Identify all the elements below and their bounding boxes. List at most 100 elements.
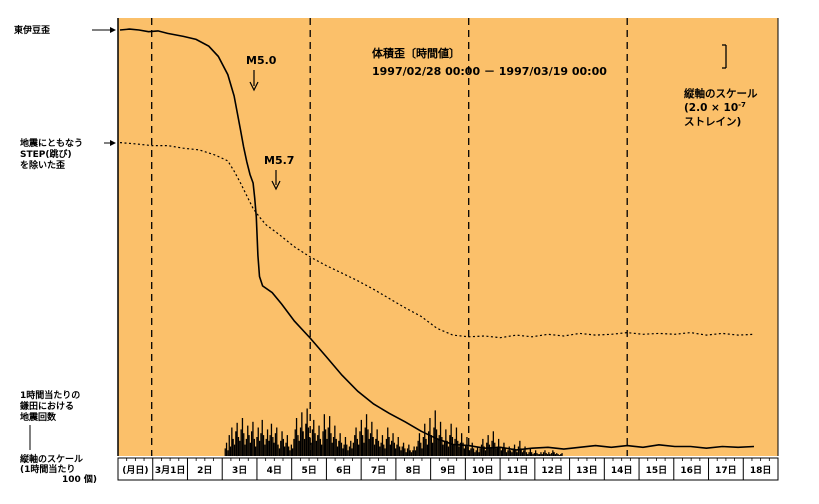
count-bar bbox=[454, 438, 456, 456]
count-bar bbox=[457, 440, 459, 456]
count-bar bbox=[343, 444, 345, 456]
count-bar bbox=[399, 446, 401, 456]
count-bar bbox=[367, 429, 369, 456]
day-label: 3日 bbox=[232, 465, 247, 476]
count-bar bbox=[435, 429, 438, 456]
count-bar bbox=[338, 440, 340, 456]
count-bar bbox=[266, 429, 269, 456]
count-bar bbox=[412, 450, 414, 456]
count-bar bbox=[413, 446, 415, 456]
count-bar bbox=[317, 435, 319, 456]
count-bar bbox=[318, 425, 320, 456]
day-label: 11日 bbox=[507, 465, 529, 476]
count-bar bbox=[471, 442, 473, 456]
count-bar bbox=[494, 442, 496, 456]
day-label: 8日 bbox=[406, 465, 421, 476]
day-label: 16日 bbox=[680, 465, 702, 476]
count-bar bbox=[561, 453, 563, 456]
count-bar bbox=[351, 448, 353, 456]
count-bar bbox=[261, 419, 263, 456]
count-bar bbox=[527, 454, 529, 456]
count-bar bbox=[478, 452, 480, 456]
count-bar bbox=[260, 433, 262, 456]
count-bar bbox=[492, 431, 494, 456]
count-bar bbox=[470, 448, 472, 456]
count-bar bbox=[314, 433, 316, 456]
count-bar bbox=[241, 418, 244, 456]
count-bar bbox=[360, 419, 362, 456]
count-bar bbox=[490, 448, 492, 456]
count-bar bbox=[298, 440, 300, 456]
count-bar bbox=[239, 440, 241, 456]
count-bar bbox=[557, 454, 559, 456]
count-bar bbox=[355, 427, 357, 456]
count-bar bbox=[321, 444, 323, 456]
count-bar bbox=[299, 427, 302, 456]
count-bar bbox=[327, 427, 329, 456]
count-bar bbox=[540, 452, 542, 456]
count-bar bbox=[545, 453, 547, 456]
count-bar bbox=[273, 442, 275, 456]
count-bar bbox=[521, 452, 524, 456]
count-bar bbox=[363, 442, 365, 456]
plot-background bbox=[118, 18, 778, 456]
count-bar bbox=[375, 438, 377, 456]
count-bar bbox=[502, 448, 504, 456]
count-bar bbox=[535, 450, 537, 456]
count-bar bbox=[387, 427, 389, 456]
day-axis-strip: (月日) 3月1日 2日 3日 4日 5日 6日 7日 8日 9日 10日 11日 12日 13日 14日 1… bbox=[117, 457, 779, 481]
day-label: 15日 bbox=[646, 465, 668, 476]
count-bar bbox=[516, 452, 518, 456]
count-bar bbox=[416, 446, 418, 456]
count-bar bbox=[330, 433, 332, 456]
day-label: 17日 bbox=[715, 465, 737, 476]
count-bar bbox=[539, 454, 541, 456]
count-bar bbox=[379, 446, 381, 456]
count-bar bbox=[272, 437, 274, 456]
count-bar bbox=[268, 440, 270, 456]
count-bar bbox=[224, 448, 226, 456]
count-bar bbox=[270, 423, 273, 456]
count-bar bbox=[232, 438, 234, 456]
y-scale-label-exponent: -7 bbox=[738, 101, 746, 109]
count-bar bbox=[377, 440, 380, 456]
count-bar bbox=[358, 444, 360, 456]
count-bar bbox=[392, 433, 394, 456]
count-bar bbox=[546, 454, 549, 456]
count-bar bbox=[541, 454, 543, 456]
left-label-strain: 東伊豆歪 bbox=[14, 24, 50, 36]
count-bar bbox=[462, 442, 464, 456]
count-bar bbox=[231, 427, 233, 456]
count-bar bbox=[348, 446, 351, 456]
count-bar bbox=[405, 452, 407, 456]
count-bar bbox=[332, 437, 335, 456]
count-bar bbox=[414, 450, 417, 456]
count-bar bbox=[228, 435, 230, 456]
count-bar bbox=[259, 440, 261, 456]
count-bar bbox=[484, 450, 487, 456]
count-bar bbox=[441, 437, 443, 456]
count-bar bbox=[244, 444, 246, 456]
count-bar bbox=[533, 453, 535, 456]
count-bar bbox=[225, 442, 228, 456]
count-bar bbox=[463, 448, 465, 456]
count-bar bbox=[350, 440, 352, 456]
count-bar bbox=[292, 448, 294, 456]
series-line-corrected-strain bbox=[119, 142, 755, 339]
count-bar bbox=[249, 442, 251, 456]
count-bar bbox=[523, 450, 525, 456]
count-bar bbox=[326, 438, 328, 456]
count-bar bbox=[322, 431, 324, 456]
count-bar bbox=[381, 435, 384, 456]
count-bar bbox=[356, 438, 358, 456]
count-bar bbox=[417, 440, 419, 456]
count-bar bbox=[269, 435, 271, 456]
count-bar bbox=[560, 454, 562, 456]
count-bar bbox=[503, 442, 505, 456]
count-bar bbox=[359, 431, 361, 456]
count-bar bbox=[301, 412, 303, 456]
count-bar bbox=[425, 438, 427, 456]
count-bar bbox=[404, 448, 406, 456]
count-bar bbox=[480, 444, 483, 456]
count-bar bbox=[297, 435, 299, 456]
